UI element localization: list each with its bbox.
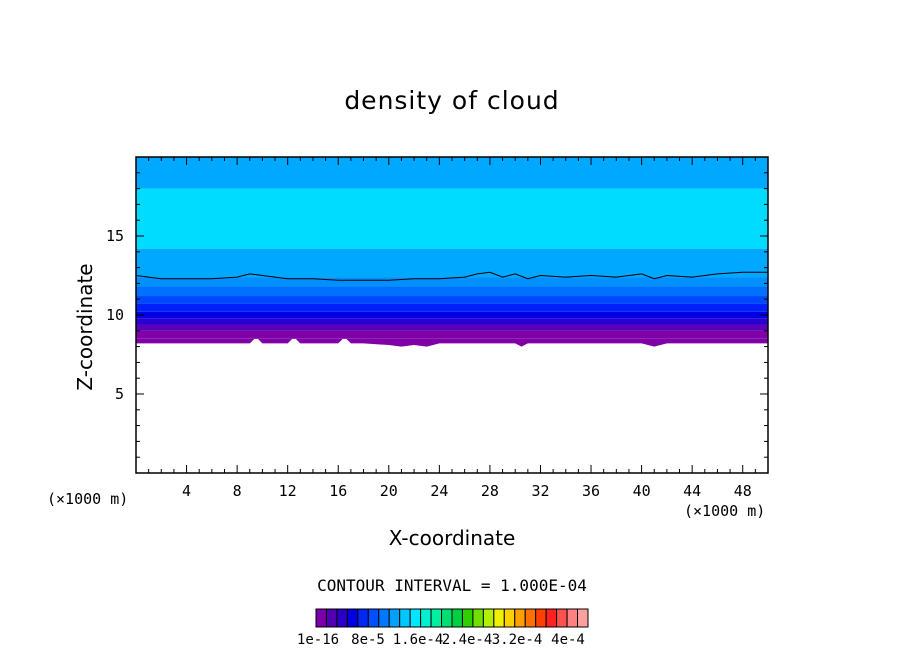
contour-band-5	[136, 296, 768, 304]
colorbar-swatch	[399, 608, 411, 628]
colorbar-swatch	[503, 608, 516, 628]
contour-line	[136, 271, 768, 281]
contour-band-4	[136, 303, 768, 312]
x-axis-label: X-coordinate	[388, 526, 516, 550]
colorbar-swatch	[493, 608, 505, 628]
colorbar-tick-label: 1e-16	[296, 632, 340, 648]
colorbar-swatch	[409, 608, 422, 628]
x-tick-label: 40	[633, 482, 651, 500]
plot-area	[136, 157, 768, 347]
y-tick-label: 15	[106, 227, 124, 245]
cloud-base-band	[136, 337, 768, 347]
colorbar-swatch	[514, 608, 526, 628]
colorbar-swatch	[577, 608, 589, 628]
x-tick-label: 12	[279, 482, 297, 500]
colorbar-swatch	[325, 608, 338, 628]
colorbar-swatch	[441, 608, 453, 628]
x-tick-label: 4	[182, 482, 191, 500]
contour-band-7	[136, 277, 768, 287]
x-tick-label: 48	[734, 482, 752, 500]
colorbar-tick-label: 8e-5	[351, 632, 385, 648]
colorbar-tick-label: 4e-4	[551, 632, 585, 648]
colorbar-swatch	[388, 608, 401, 628]
x-tick-label: 36	[582, 482, 600, 500]
colorbar-tick-label: 2.4e-4	[441, 632, 493, 648]
contour-band-6	[136, 286, 768, 297]
chart-title: density of cloud	[344, 86, 560, 115]
colorbar-tick-label: 3.2e-4	[491, 632, 543, 648]
colorbar-swatch	[336, 608, 348, 628]
contour-band-10	[136, 157, 768, 189]
colorbar-swatch	[545, 608, 558, 628]
contour-band-0	[136, 330, 768, 339]
x-tick-label: 16	[329, 482, 347, 500]
x-tick-label: 24	[430, 482, 448, 500]
colorbar-swatch	[556, 608, 568, 628]
x-tick-label: 28	[481, 482, 499, 500]
colorbar-swatch	[461, 608, 474, 628]
colorbar	[315, 608, 589, 628]
x-tick-label: 20	[380, 482, 398, 500]
colorbar-swatch	[566, 608, 579, 628]
contour-band-9	[136, 188, 768, 249]
colorbar-swatch	[367, 608, 380, 628]
colorbar-swatch	[315, 608, 327, 628]
x-tick-label: 32	[531, 482, 549, 500]
colorbar-swatch	[430, 608, 443, 628]
x-axis-unit: (×1000 m)	[684, 502, 766, 520]
y-axis-unit: (×1000 m)	[47, 490, 129, 508]
colorbar-tick-label: 1.6e-4	[392, 632, 444, 648]
contour-interval-label: CONTOUR INTERVAL = 1.000E-04	[317, 576, 587, 595]
x-tick-label: 44	[683, 482, 701, 500]
colorbar-swatch	[346, 608, 359, 628]
colorbar-swatch	[535, 608, 547, 628]
colorbar-swatch	[472, 608, 484, 628]
colorbar-swatch	[482, 608, 495, 628]
contour-band-1	[136, 324, 768, 331]
y-axis-label: Z-coordinate	[73, 263, 97, 391]
contour-band-8	[136, 248, 768, 278]
y-tick-label: 5	[115, 385, 124, 403]
colorbar-swatch	[420, 608, 432, 628]
contour-band-3	[136, 311, 768, 319]
x-tick-label: 8	[233, 482, 242, 500]
y-tick-label: 10	[106, 306, 124, 324]
colorbar-swatch	[451, 608, 463, 628]
colorbar-swatch	[378, 608, 390, 628]
colorbar-swatch	[357, 608, 369, 628]
colorbar-swatch	[524, 608, 537, 628]
contour-band-2	[136, 318, 768, 325]
